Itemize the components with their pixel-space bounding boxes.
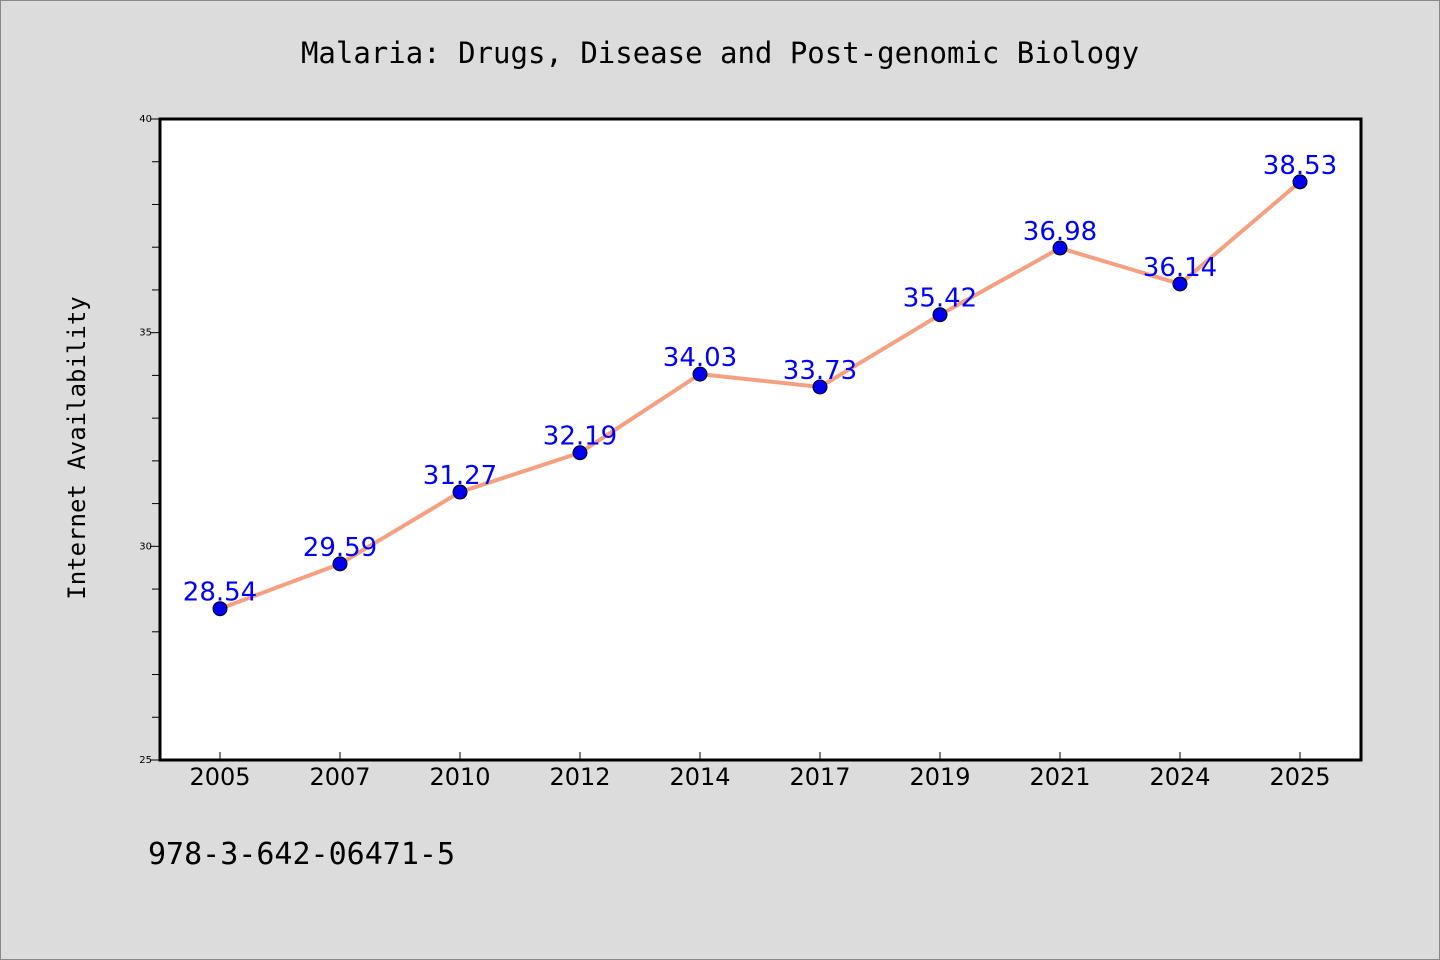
x-tick-label: 2012 xyxy=(549,763,610,791)
x-tick-label: 2024 xyxy=(1149,763,1210,791)
x-tick-label: 2005 xyxy=(189,763,250,791)
y-axis: 25 30 35 40 xyxy=(139,114,160,766)
data-point-marker xyxy=(932,307,948,323)
data-label: 36.14 xyxy=(1143,253,1217,283)
data-point-marker xyxy=(572,445,588,461)
data-label: 36.98 xyxy=(1023,217,1097,247)
y-tick-label: 30 xyxy=(139,541,152,552)
data-label: 33.73 xyxy=(783,356,857,386)
data-point-marker xyxy=(812,379,828,395)
y-tick-label: 25 xyxy=(139,755,152,766)
y-axis-label: Internet Availability xyxy=(63,296,91,599)
data-label: 35.42 xyxy=(903,284,977,314)
y-tick-label: 40 xyxy=(139,114,152,125)
data-label: 32.19 xyxy=(543,422,617,452)
x-tick-label: 2021 xyxy=(1029,763,1090,791)
y-tick-label: 35 xyxy=(139,328,152,339)
series-line xyxy=(219,180,1302,611)
data-label: 31.27 xyxy=(423,461,497,491)
x-tick-label: 2019 xyxy=(909,763,970,791)
chart-title: Malaria: Drugs, Disease and Post-genomic… xyxy=(301,36,1139,70)
data-label: 34.03 xyxy=(663,343,737,373)
isbn-text: 978-3-642-06471-5 xyxy=(148,837,455,872)
series-group: 28.54 29.59 31.27 32.19 34.03 33.73 35.42 36.98… xyxy=(183,151,1337,617)
x-tick-label: 2007 xyxy=(309,763,370,791)
data-point-marker xyxy=(452,484,468,500)
data-point-marker xyxy=(692,366,708,382)
data-point-marker xyxy=(1172,276,1188,292)
data-point-marker xyxy=(332,556,348,572)
data-point-marker xyxy=(1292,174,1308,190)
data-label: 29.59 xyxy=(303,533,377,563)
data-label: 28.54 xyxy=(183,578,257,608)
x-tick-label: 2014 xyxy=(669,763,730,791)
x-tick-label: 2017 xyxy=(789,763,850,791)
data-point-marker xyxy=(1052,240,1068,256)
data-label: 38.53 xyxy=(1263,151,1337,181)
x-tick-label: 2025 xyxy=(1269,763,1330,791)
x-tick-label: 2010 xyxy=(429,763,490,791)
x-axis: 2005 2007 2010 2012 2014 2017 2019 2021 2024 2025 xyxy=(189,752,1331,791)
plot-area xyxy=(158,117,1363,762)
data-point-marker xyxy=(212,601,228,617)
